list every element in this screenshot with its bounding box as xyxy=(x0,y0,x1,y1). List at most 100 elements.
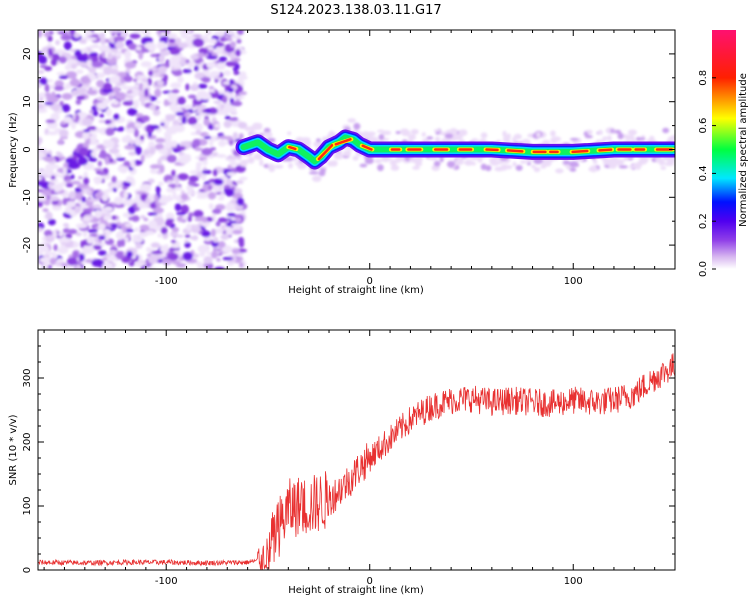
heatmap-cell xyxy=(63,41,72,51)
heatmap-cell xyxy=(175,145,186,151)
snr-y-axis: 0 100 200 300 xyxy=(22,329,675,573)
heatmap-cell xyxy=(213,100,222,104)
heatmap-cell xyxy=(96,79,105,88)
heatmap-cell xyxy=(129,139,135,145)
heatmap-cell xyxy=(70,180,81,185)
heatmap-cell xyxy=(533,166,541,173)
heatmap-cell xyxy=(235,49,241,57)
heatmap-cell xyxy=(221,245,233,253)
heatmap-cell xyxy=(82,208,94,213)
heatmap-cell xyxy=(46,131,59,136)
heatmap-cell xyxy=(231,248,241,255)
heatmap-cell xyxy=(207,185,212,190)
heatmap-cell xyxy=(134,227,140,232)
heatmap-cell xyxy=(103,66,113,76)
heatmap-cell xyxy=(50,112,60,122)
heatmap-cell xyxy=(134,122,143,128)
heatmap-cell xyxy=(395,130,401,135)
heatmap-cell xyxy=(58,75,69,80)
heatmap-signal-trace xyxy=(235,129,675,170)
heatmap-cell xyxy=(92,110,99,117)
heatmap-cell xyxy=(103,139,110,143)
heatmap-cell xyxy=(206,61,217,69)
heatmap-cell xyxy=(114,251,126,260)
heatmap-cell xyxy=(215,46,221,55)
heatmap-cell xyxy=(139,229,145,233)
heatmap-cell xyxy=(45,235,55,243)
heatmap-cell xyxy=(239,261,244,269)
heatmap-cell xyxy=(163,99,169,107)
heatmap-cell xyxy=(75,232,82,237)
heatmap-cell xyxy=(185,104,192,109)
heatmap-cell xyxy=(68,210,76,216)
heatmap-cell xyxy=(190,132,197,136)
heatmap-cell xyxy=(217,217,228,223)
heatmap-cell xyxy=(550,130,556,137)
heatmap-cell xyxy=(70,63,77,70)
heatmap-cell xyxy=(78,253,85,262)
heatmap-cell xyxy=(201,230,211,238)
heatmap-cell xyxy=(51,102,61,112)
heatmap-cell xyxy=(98,44,111,52)
heatmap-cell xyxy=(134,138,142,147)
heatmap-cell xyxy=(217,30,225,37)
heatmap-cell xyxy=(38,55,47,64)
heatmap-cell xyxy=(52,205,62,211)
heatmap-cell xyxy=(213,228,224,234)
heatmap-cell xyxy=(74,187,83,194)
heatmap-cell xyxy=(43,229,53,237)
heatmap-cell xyxy=(259,159,264,167)
heatmap-cell xyxy=(123,197,133,207)
heatmap-trace-core xyxy=(317,143,334,161)
heatmap-cell xyxy=(60,34,72,41)
heatmap-cell xyxy=(66,200,76,208)
heatmap-cell xyxy=(123,191,129,200)
heatmap-cell xyxy=(159,36,169,40)
heatmap-cell xyxy=(222,95,228,104)
heatmap-cell xyxy=(158,197,169,204)
heatmap-cell xyxy=(113,74,121,83)
snr-plot-area xyxy=(38,330,675,570)
heatmap-cell xyxy=(149,164,161,169)
heatmap-cell xyxy=(412,166,420,170)
heatmap-cell xyxy=(115,231,125,240)
heatmap-cell xyxy=(71,122,76,130)
heatmap-cell xyxy=(353,122,361,130)
heatmap-cell xyxy=(500,164,508,171)
heatmap-cell xyxy=(58,129,69,138)
heatmap-cell xyxy=(177,96,186,105)
heatmap-cell xyxy=(512,161,517,167)
heatmap-cell xyxy=(50,178,59,184)
heatmap-cell xyxy=(640,137,646,141)
heatmap-trace-core xyxy=(288,145,297,151)
heatmap-cell xyxy=(574,163,580,167)
heatmap-cell xyxy=(610,157,618,161)
heatmap-cell xyxy=(194,72,205,80)
heatmap-cell xyxy=(263,132,273,138)
heatmap-cell xyxy=(201,147,213,156)
heatmap-cell xyxy=(50,189,55,195)
heatmap-cell xyxy=(140,61,152,68)
heatmap-cell xyxy=(103,82,112,90)
heatmap-cell xyxy=(71,89,78,97)
heatmap-cell xyxy=(583,131,588,136)
heatmap-cell xyxy=(496,160,504,165)
heatmap-cell xyxy=(217,135,230,140)
colorbar-tick-label: 0.6 xyxy=(698,118,709,134)
heatmap-cell xyxy=(94,209,102,219)
heatmap-cell xyxy=(106,255,118,261)
heatmap-cell xyxy=(61,103,71,113)
heatmap-cell xyxy=(38,176,43,181)
heatmap-cell xyxy=(39,77,48,85)
heatmap-cell xyxy=(186,184,194,193)
heatmap-cell xyxy=(623,157,629,162)
heatmap-cell xyxy=(99,149,107,158)
heatmap-cell xyxy=(185,191,196,195)
heatmap-cell xyxy=(608,162,617,169)
heatmap-cell xyxy=(225,202,236,212)
heatmap-cell xyxy=(111,215,117,220)
heatmap-cell xyxy=(53,244,58,252)
heatmap-cell xyxy=(188,175,199,182)
heatmap-cell xyxy=(150,242,161,248)
heatmap-cell xyxy=(170,82,182,89)
